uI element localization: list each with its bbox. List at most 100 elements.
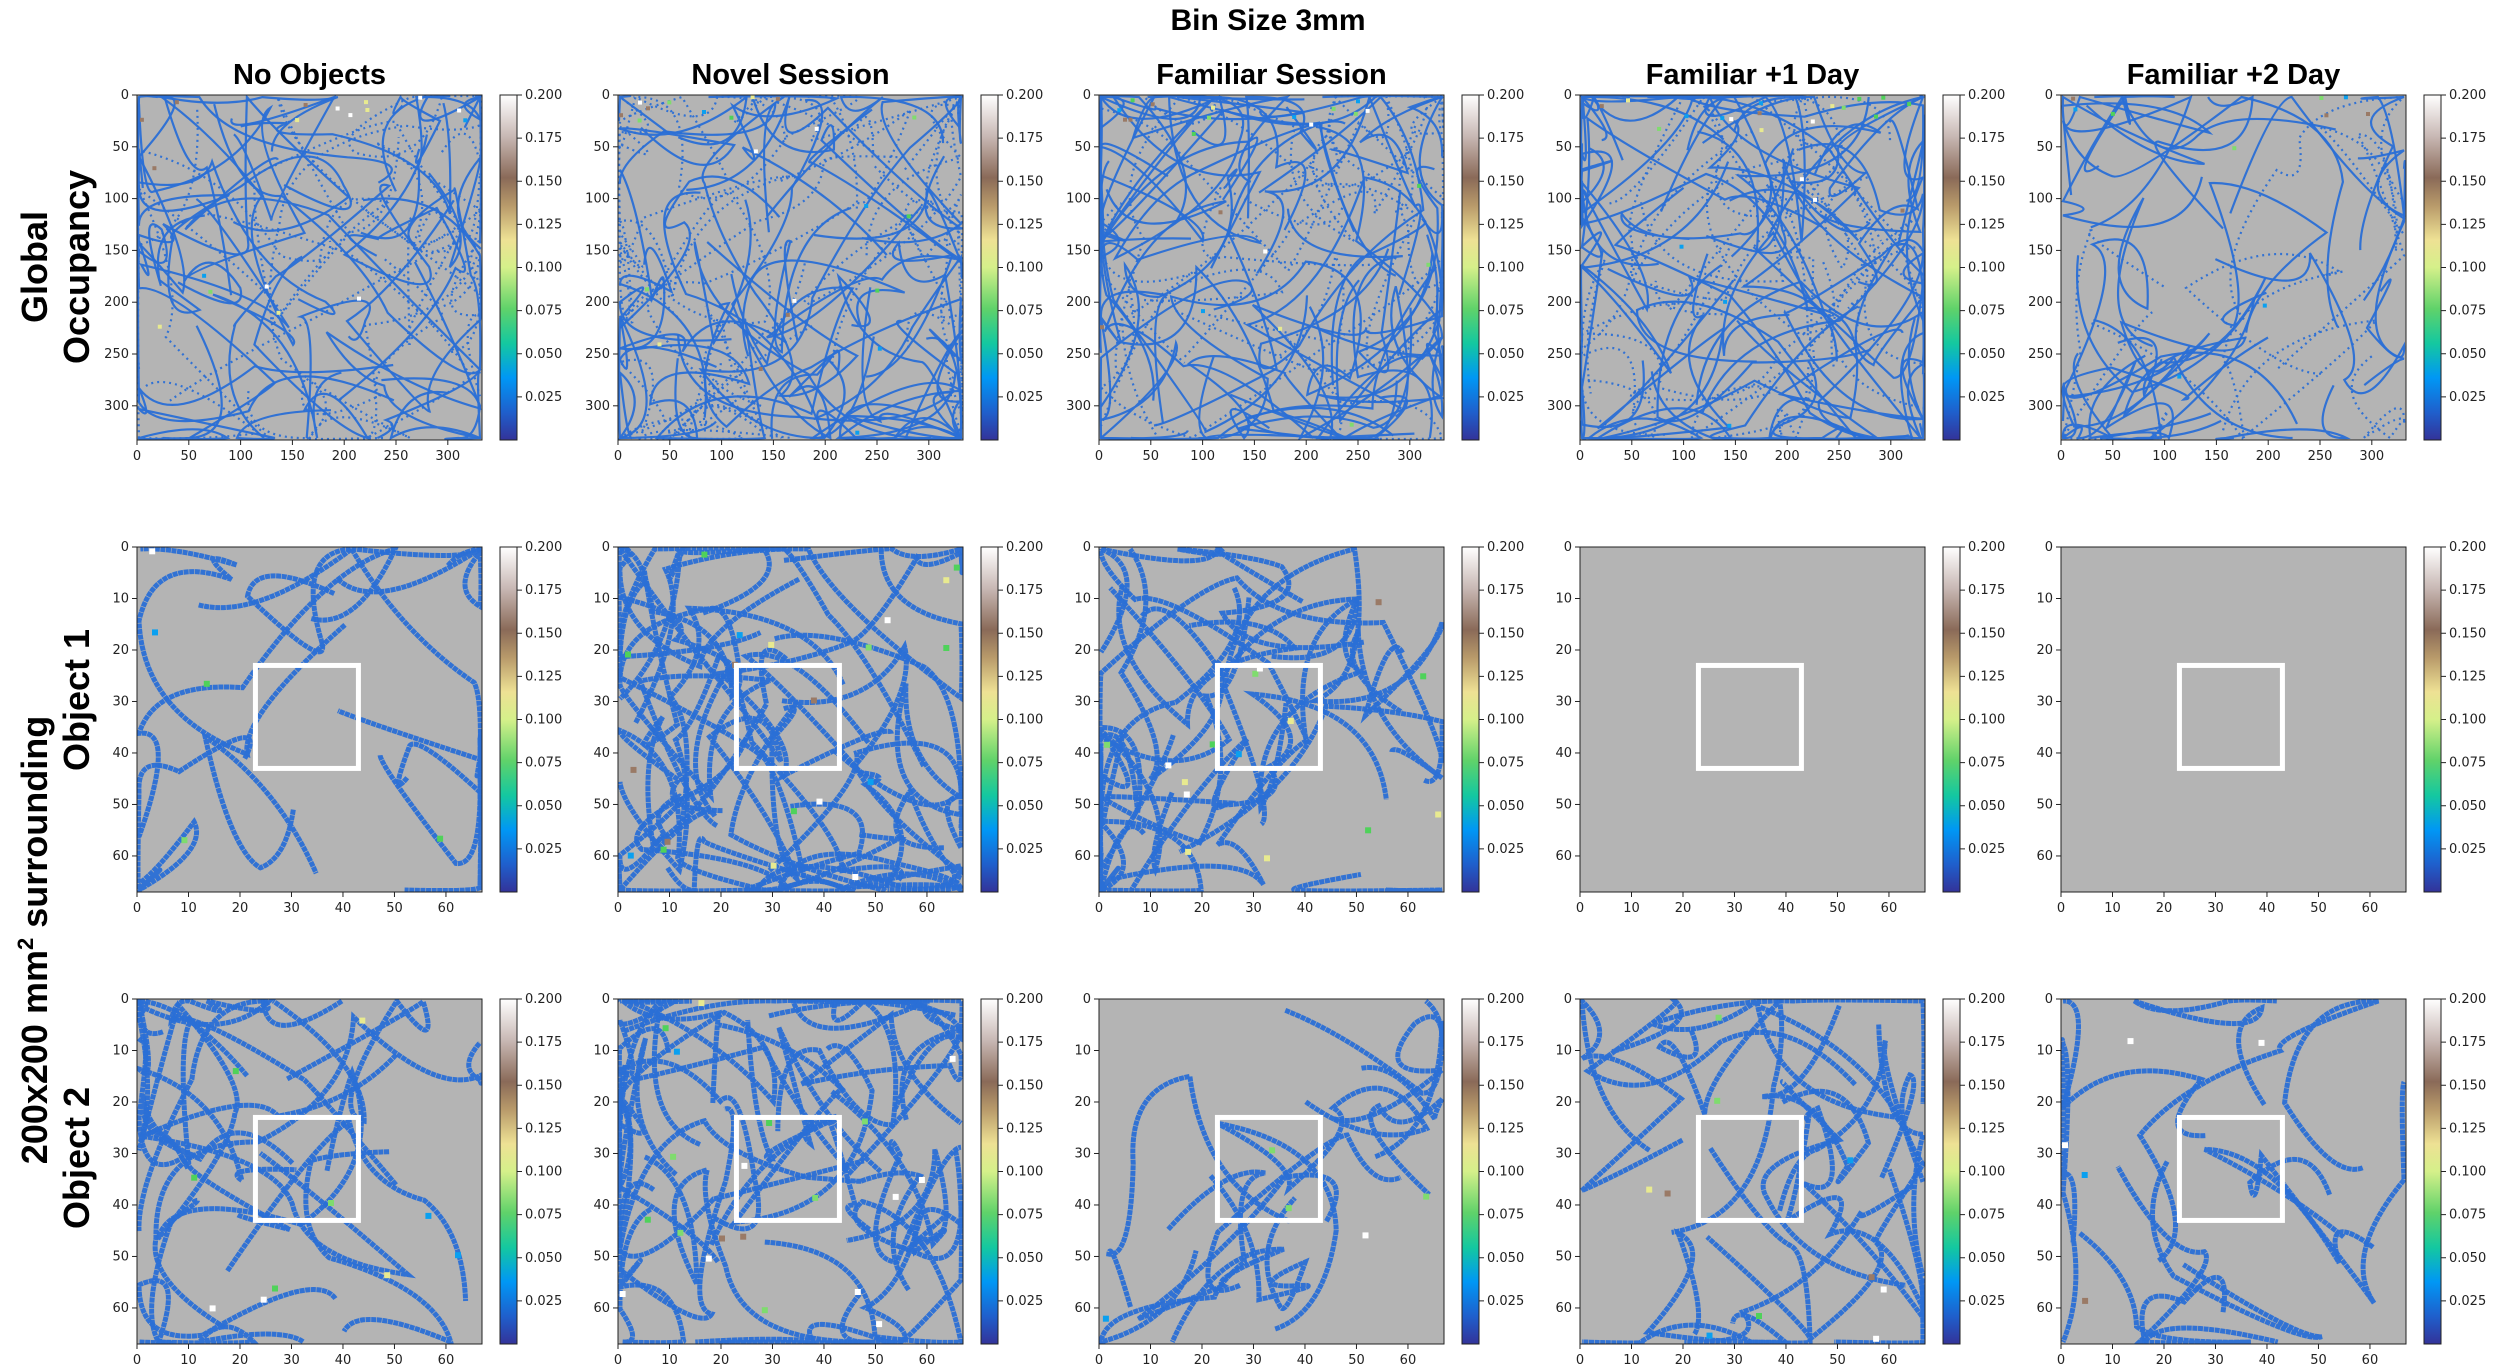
hotspot-bin [768,641,775,648]
colorbar-tick-label: 0.025 [525,390,562,405]
colorbar-tick-label: 0.125 [1487,1121,1524,1136]
hotspot-bin [1207,115,1211,120]
x-tick-label: 60 [919,901,936,916]
hotspot-bin [276,310,281,315]
hotspot-bin [775,96,780,101]
hotspot-bin [1256,665,1263,672]
y-tick-label: 20 [2036,1095,2053,1110]
row-label-object2: Object 2 [56,1087,97,1229]
trajectory-track [618,667,963,892]
trajectory-track [2139,1274,2279,1344]
colorbar-tick-label: 0.100 [1968,261,2005,276]
hotspot-bin [1664,1190,1671,1197]
y-tick-label: 60 [1074,849,1091,864]
trajectory-track [1177,547,1365,651]
colorbar-tick-label: 0.025 [1968,390,2005,405]
y-tick-label: 150 [104,243,129,258]
y-tick-label: 100 [2028,192,2053,207]
axes-frame [617,546,964,893]
y-tick-label: 0 [1564,992,1572,1007]
trajectory-track [1767,95,1924,238]
trajectory-track [764,1198,963,1344]
y-tick-label: 60 [112,849,129,864]
x-tick-label: 40 [335,901,352,916]
colorbar-tick-label: 0.050 [1006,1251,1043,1266]
trajectory-track [137,104,307,305]
colorbar-tick-label: 0.150 [2449,174,2486,189]
y-tick-label: 100 [1066,192,1091,207]
trajectory-track [643,1154,871,1344]
row-label-object1: Object 1 [56,629,97,771]
hotspot-bin [1117,108,1122,113]
trajectory-track [225,1116,469,1302]
trajectory-track [1820,140,1925,321]
trajectory-track [244,547,482,655]
colorbar-tick-label: 0.150 [2449,1078,2486,1093]
hotspot-bin [719,1235,725,1242]
y-tick-label: 50 [112,1249,129,1264]
hotspot-bin [1417,183,1422,188]
object-location-square [733,1114,842,1223]
colorbar-tick-label: 0.050 [1968,1251,2005,1266]
trajectory-track [1656,264,1872,423]
trajectory-track [1215,1085,1431,1332]
trajectory-track [619,175,781,329]
hotspot-bin [2062,1142,2068,1149]
trajectory-track [1772,362,1845,440]
hotspot-bin [1907,102,1912,107]
hotspot-bin [181,837,188,844]
hotspot-bin [705,1255,712,1262]
x-tick-label: 20 [713,901,730,916]
trajectory-track [1259,95,1444,157]
y-tick-label: 200 [1066,295,1091,310]
hotspot-bin [209,1305,216,1312]
y-tick-label: 250 [1547,347,1572,362]
hotspot-bin [1857,96,1862,101]
hotspot-bin [1185,848,1192,855]
hotspot-bin [2081,1172,2088,1178]
y-tick-label: 40 [1555,746,1572,761]
trajectory-track [137,1278,338,1344]
trajectory-track [2154,95,2254,230]
trajectory-track [619,106,914,325]
trajectory-track [1781,1112,1925,1310]
colorbar-tick-label: 0.025 [1487,842,1524,857]
trajectory-track [1285,337,1444,440]
hotspot-bin [736,632,743,639]
x-tick-label: 0 [1095,901,1103,916]
trajectory-track [618,95,670,135]
row-label-global-line1: Global [14,211,55,323]
colorbar [1461,546,1480,893]
colorbar-tick-label: 0.100 [1487,713,1524,728]
hotspot-bin [152,166,157,171]
y-tick-label: 20 [2036,643,2053,658]
hotspot-bin [814,126,819,131]
trajectory-track [618,652,904,882]
colorbar-tick-label: 0.025 [1968,1294,2005,1309]
hotspot-bin [1847,1157,1854,1164]
trajectory-track [1581,95,1682,161]
x-tick-label: 50 [662,449,679,464]
hotspot-bin [662,1025,669,1032]
hotspot-bin [359,1017,366,1024]
x-tick-label: 50 [1348,901,1365,916]
colorbar-tick-label: 0.100 [1006,261,1043,276]
y-tick-label: 200 [585,295,610,310]
colorbar-tick-label: 0.050 [1968,799,2005,814]
trajectory-track [1186,354,1344,440]
hotspot-bin [646,106,650,111]
trajectory-track [1857,119,1920,286]
trajectory-track [1340,234,1444,440]
trajectory-layer [1099,547,1444,892]
hotspot-bin [673,1048,680,1055]
hotspot-bin [1183,791,1190,798]
x-tick-label: 150 [761,449,786,464]
x-tick-label: 50 [1624,449,1641,464]
y-tick-label: 40 [2036,746,2053,761]
y-tick-label: 0 [1083,992,1091,1007]
colorbar [1942,94,1961,441]
colorbar-tick-label: 0.100 [525,713,562,728]
hotspot-bin [1130,98,1135,103]
hotspot-bin [348,113,353,118]
hotspot-bin [1287,718,1294,724]
